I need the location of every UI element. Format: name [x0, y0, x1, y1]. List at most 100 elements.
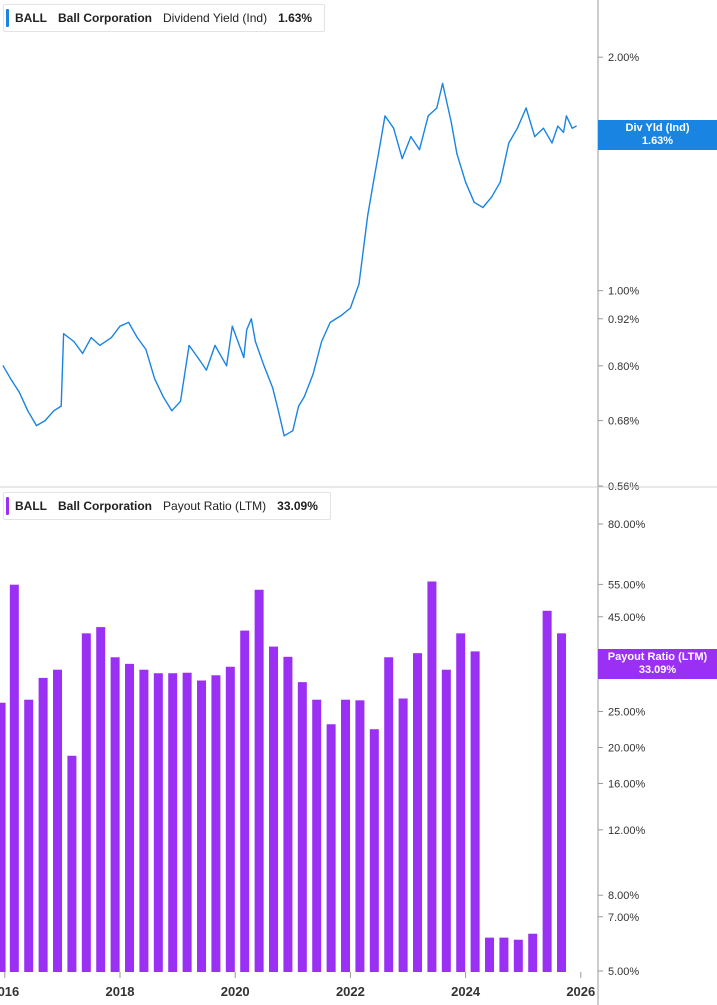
- yield-tick-label: 2.00%: [608, 52, 639, 64]
- payout-bar: [53, 669, 63, 972]
- payout-tick-label: 5.00%: [608, 966, 639, 978]
- payout-tick-label: 20.00%: [608, 742, 646, 754]
- yield-point: [490, 196, 493, 198]
- payout-tick-label: 12.00%: [608, 825, 646, 837]
- yield-tick-label: 1.00%: [608, 286, 639, 298]
- payout-bar: [528, 933, 538, 972]
- payout-bar: [269, 646, 279, 972]
- yield-legend-metric: Dividend Yield (Ind): [163, 11, 268, 25]
- payout-legend-company: Ball Corporation: [58, 499, 153, 513]
- x-tick-label: 2026: [566, 984, 595, 999]
- payout-bar: [225, 666, 235, 972]
- yield-point: [482, 206, 484, 209]
- payout-bar: [182, 672, 192, 972]
- x-axis: 2016 2018 2020 2022 2024 2026: [0, 972, 595, 999]
- payout-bar: [67, 755, 77, 972]
- yield-point: [2, 365, 4, 367]
- payout-bar: [470, 651, 480, 972]
- yield-point: [162, 396, 164, 398]
- yield-point: [378, 149, 380, 151]
- yield-point: [9, 378, 12, 380]
- yield-point: [44, 419, 46, 422]
- payout-tick-label: 8.00%: [608, 890, 639, 902]
- yield-point: [128, 321, 130, 324]
- yield-legend-value: 1.63%: [278, 11, 313, 25]
- yield-point: [410, 135, 412, 138]
- payout-axis-ticks: 80.00% 55.00% 45.00% 25.00% 20.00% 16.00% 12.0…: [598, 519, 646, 978]
- payout-bar: [0, 702, 6, 972]
- x-tick-label: 2022: [336, 984, 365, 999]
- payout-bar: [240, 630, 250, 972]
- payout-legend-value: 33.09%: [277, 499, 318, 513]
- yield-point: [277, 410, 279, 412]
- payout-bar: [355, 700, 365, 972]
- payout-tick-label: 7.00%: [608, 912, 639, 924]
- payout-tick-label: 45.00%: [608, 612, 646, 624]
- yield-point: [119, 325, 121, 327]
- yield-tick-label: 0.68%: [608, 416, 639, 428]
- payout-legend[interactable]: BALL Ball Corporation Payout Ratio (LTM)…: [3, 492, 331, 520]
- yield-point: [312, 373, 314, 375]
- yield-point: [297, 405, 300, 407]
- payout-bar: [499, 937, 509, 972]
- yield-point: [508, 142, 510, 144]
- payout-bar: [456, 633, 466, 972]
- yield-point: [557, 125, 559, 127]
- payout-plot-area: [0, 581, 567, 972]
- payout-bar: [485, 937, 495, 972]
- x-tick-label: 2024: [451, 984, 481, 999]
- yield-line: [2, 82, 577, 437]
- yield-point: [254, 340, 256, 343]
- payout-bar: [557, 633, 567, 972]
- yield-point: [427, 115, 429, 117]
- payout-bar: [513, 939, 523, 972]
- yield-point: [358, 283, 360, 285]
- payout-value-tag: Payout Ratio (LTM) 33.09%: [598, 649, 717, 679]
- yield-point: [73, 340, 75, 343]
- payout-bar: [542, 610, 552, 972]
- yield-point: [231, 325, 233, 327]
- yield-point: [465, 181, 467, 183]
- yield-point: [292, 430, 294, 432]
- yield-value-tag: Div Yld (Ind) 1.63%: [598, 120, 717, 150]
- yield-point: [372, 181, 375, 183]
- yield-point: [575, 125, 577, 127]
- yield-point: [499, 181, 501, 183]
- yield-point: [225, 365, 228, 367]
- yield-point: [418, 149, 421, 151]
- payout-bar: [96, 627, 106, 972]
- yield-tag-label: Div Yld (Ind): [625, 122, 690, 134]
- yield-point: [18, 391, 20, 393]
- x-tick-label: 2018: [106, 984, 135, 999]
- yield-point: [153, 378, 156, 380]
- x-tick-label: 2020: [221, 984, 250, 999]
- yield-legend[interactable]: BALL Ball Corporation Dividend Yield (In…: [3, 4, 326, 32]
- yield-point: [303, 396, 305, 398]
- yield-point: [562, 131, 565, 133]
- payout-bar: [427, 581, 437, 972]
- yield-point: [53, 410, 55, 412]
- yield-tick-label: 0.80%: [608, 361, 639, 373]
- yield-point: [456, 153, 458, 155]
- yield-point: [197, 356, 199, 359]
- yield-point: [542, 127, 544, 129]
- payout-legend-ticker: BALL: [15, 499, 47, 513]
- yield-tag-value: 1.63%: [641, 135, 674, 147]
- yield-point: [571, 127, 573, 129]
- payout-tick-label: 55.00%: [608, 579, 646, 591]
- payout-tick-label: 80.00%: [608, 519, 646, 531]
- yield-tick-label: 0.92%: [608, 314, 639, 326]
- payout-bar: [326, 724, 336, 972]
- yield-point: [99, 344, 101, 347]
- yield-point: [349, 307, 351, 309]
- yield-plot-area: [2, 82, 577, 437]
- yield-point: [263, 365, 265, 367]
- payout-bar: [283, 656, 293, 972]
- payout-bar: [369, 729, 379, 972]
- payout-bar: [24, 699, 34, 972]
- yield-point: [534, 135, 536, 138]
- yield-point: [136, 336, 138, 339]
- yield-point: [35, 424, 38, 427]
- yield-point: [179, 400, 182, 402]
